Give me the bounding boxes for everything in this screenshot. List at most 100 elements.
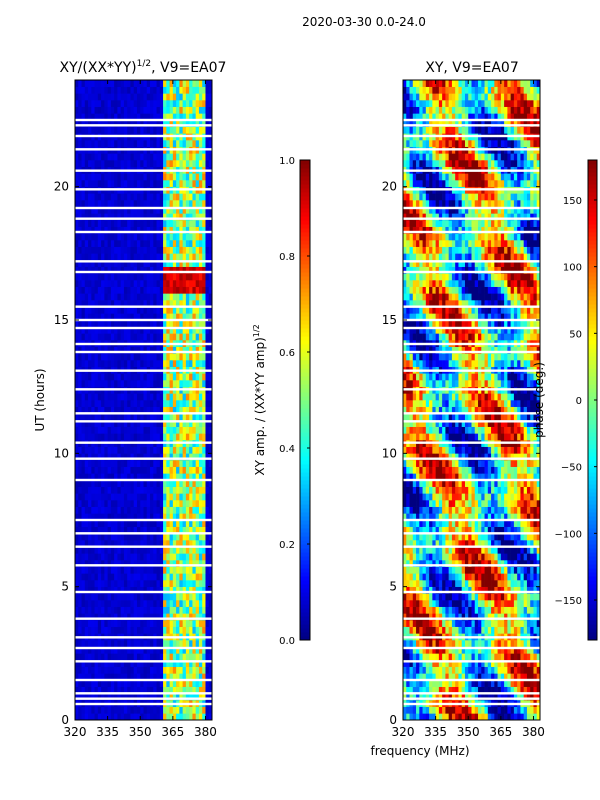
amp-heatmap-cell [143,593,148,601]
phase-heatmap-cell [478,706,482,714]
amp-heatmap-cell [130,320,135,327]
amp-heatmap-cell [94,413,99,421]
amp-heatmap-cell [208,500,213,507]
amp-heatmap-cell [78,226,82,234]
phase-heatmap-cell [412,660,417,667]
amp-heatmap-cell [88,606,92,614]
amp-heatmap-cell [130,693,135,701]
amp-heatmap-cell [104,486,108,494]
amp-colorbar-segment [300,496,310,501]
amp-heatmap-cell [198,113,203,121]
amp-heatmap-cell [156,173,161,181]
amp-heatmap-cell [94,193,99,201]
amp-heatmap-cell [75,173,79,181]
amp-heatmap-cell [123,466,128,474]
amp-heatmap-cell [176,626,180,634]
amp-heatmap-cell [91,306,95,314]
amp-heatmap-cell [117,666,121,674]
amp-colorbar-segment [300,500,310,505]
amp-heatmap-cell [163,326,167,334]
amp-heatmap-cell [136,313,141,321]
amp-heatmap-cell [202,346,206,354]
amp-heatmap-cell [179,680,183,687]
amp-heatmap-cell [136,500,141,507]
amp-heatmap-cell [114,153,118,161]
amp-heatmap-cell [146,566,151,574]
amp-heatmap-cell [136,713,141,721]
amp-heatmap-cell [133,160,138,167]
amp-heatmap-cell [123,320,128,327]
amp-heatmap-cell [133,613,138,621]
amp-heatmap-cell [169,153,174,161]
amp-heatmap-cell [123,86,128,94]
phase-heatmap-cell [507,686,511,694]
phase-heatmap-cell [409,646,414,654]
amp-heatmap-cell [185,173,190,181]
phase-heatmap-cell [425,666,430,674]
amp-heatmap-cell [117,466,121,474]
amp-heatmap-cell [153,373,157,381]
amp-heatmap-cell [172,273,177,281]
amp-heatmap-cell [156,220,161,227]
amp-heatmap-cell [176,706,180,714]
amp-heatmap-cell [192,266,196,274]
amp-heatmap-cell [185,466,190,474]
amp-heatmap-cell [117,600,121,607]
amp-heatmap-cell [208,446,213,454]
amp-heatmap-cell [189,260,193,267]
amp-heatmap-cell [110,573,115,581]
phase-heatmap-cell [429,706,433,714]
amp-heatmap-cell [117,560,121,567]
amp-heatmap-cell [110,373,115,381]
phase-heatmap-cell [445,693,449,701]
amp-heatmap-cell [110,380,115,387]
amp-heatmap-cell [172,360,177,367]
amp-heatmap-cell [182,620,187,627]
amp-heatmap-cell [133,106,138,114]
amp-heatmap-cell [114,500,118,507]
amp-heatmap-cell [130,220,135,227]
amp-heatmap-cell [110,586,115,594]
amp-heatmap-cell [84,646,89,654]
amp-heatmap-cell [114,493,118,501]
amp-heatmap-cell [101,460,105,467]
amp-heatmap-cell [117,526,121,534]
amp-heatmap-cell [153,213,157,221]
amp-heatmap-cell [192,373,196,381]
amp-heatmap-cell [75,273,79,281]
amp-heatmap-cell [127,540,131,547]
amp-flagged-row [75,148,212,151]
phase-heatmap-cell [484,666,489,674]
amp-heatmap-cell [110,606,115,614]
amp-heatmap-cell [179,500,183,507]
amp-heatmap-cell [176,413,180,421]
phase-heatmap-cell [435,646,440,654]
amp-colorbar-segment [300,384,310,389]
amp-heatmap-cell [120,673,125,681]
amp-heatmap-cell [136,346,141,354]
amp-heatmap-cell [185,153,190,161]
amp-heatmap-cell [94,686,99,694]
amp-heatmap-cell [133,526,138,534]
phase-heatmap-cell [442,653,446,661]
phase-heatmap-cell [445,626,449,634]
amp-heatmap-cell [182,706,187,714]
amp-heatmap-cell [182,206,187,214]
amp-heatmap-cell [123,546,128,554]
amp-heatmap-cell [75,240,79,247]
amp-heatmap-cell [107,406,112,414]
amp-heatmap-cell [88,86,92,94]
amp-heatmap-cell [107,120,112,127]
phase-heatmap-cell [403,680,407,687]
amp-heatmap-cell [205,486,210,494]
amp-heatmap-cell [110,393,115,401]
amp-heatmap-cell [130,333,135,341]
amp-heatmap-cell [192,446,196,454]
amp-heatmap-cell [179,546,183,554]
phase-heatmap-cell [510,613,515,621]
amp-heatmap-cell [120,453,125,461]
amp-heatmap-cell [189,626,193,634]
phase-heatmap-cell [478,646,482,654]
amp-heatmap-cell [179,486,183,494]
amp-colorbar-segment [300,524,310,529]
